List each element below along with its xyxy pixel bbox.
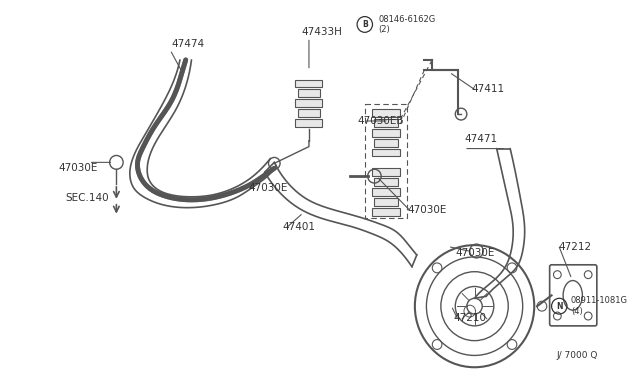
Text: 47210: 47210 — [453, 313, 486, 323]
Text: 47030EB: 47030EB — [357, 116, 404, 126]
FancyBboxPatch shape — [296, 80, 323, 87]
FancyBboxPatch shape — [372, 208, 401, 215]
FancyBboxPatch shape — [374, 119, 397, 127]
FancyBboxPatch shape — [374, 198, 397, 206]
FancyBboxPatch shape — [374, 139, 397, 147]
Text: 47030E: 47030E — [59, 163, 98, 173]
FancyBboxPatch shape — [372, 109, 401, 117]
FancyBboxPatch shape — [372, 168, 401, 176]
Text: 47433H: 47433H — [301, 27, 342, 37]
Text: B: B — [362, 20, 367, 29]
FancyBboxPatch shape — [296, 119, 323, 127]
Text: 47212: 47212 — [558, 242, 591, 252]
Text: 47030E: 47030E — [407, 205, 447, 215]
Text: 08911-1081G
(4): 08911-1081G (4) — [571, 296, 628, 316]
Text: 47030E: 47030E — [455, 248, 495, 258]
Text: 47401: 47401 — [282, 222, 315, 232]
FancyBboxPatch shape — [298, 89, 319, 97]
FancyBboxPatch shape — [298, 109, 319, 117]
Text: J/ 7000 Q: J/ 7000 Q — [556, 351, 598, 360]
Text: 47474: 47474 — [172, 39, 204, 49]
Text: 08146-6162G
(2): 08146-6162G (2) — [378, 15, 436, 34]
FancyBboxPatch shape — [550, 265, 597, 326]
Text: SEC.140: SEC.140 — [65, 193, 109, 203]
Text: 47411: 47411 — [472, 84, 505, 94]
FancyBboxPatch shape — [372, 148, 401, 157]
FancyBboxPatch shape — [296, 99, 323, 107]
FancyBboxPatch shape — [372, 129, 401, 137]
Text: 47471: 47471 — [465, 134, 498, 144]
FancyBboxPatch shape — [372, 188, 401, 196]
Text: 47030E: 47030E — [248, 183, 287, 193]
Text: N: N — [556, 302, 563, 311]
FancyBboxPatch shape — [374, 178, 397, 186]
